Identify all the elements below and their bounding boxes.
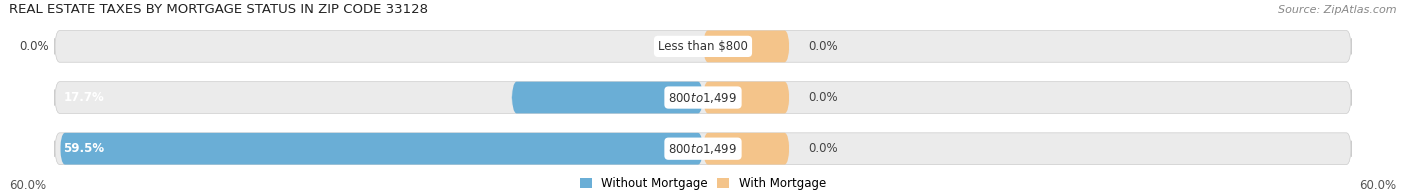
Text: 60.0%: 60.0% (1360, 179, 1396, 192)
FancyBboxPatch shape (55, 31, 1351, 62)
Text: 0.0%: 0.0% (808, 91, 838, 104)
FancyBboxPatch shape (55, 82, 1351, 113)
Text: 60.0%: 60.0% (10, 179, 46, 192)
Text: 0.0%: 0.0% (808, 142, 838, 155)
FancyBboxPatch shape (55, 133, 1351, 165)
Legend: Without Mortgage, With Mortgage: Without Mortgage, With Mortgage (581, 177, 825, 190)
Text: 17.7%: 17.7% (63, 91, 104, 104)
Text: 59.5%: 59.5% (63, 142, 104, 155)
Text: 0.0%: 0.0% (808, 40, 838, 53)
FancyBboxPatch shape (703, 82, 789, 113)
FancyBboxPatch shape (60, 133, 703, 165)
Text: $800 to $1,499: $800 to $1,499 (668, 91, 738, 104)
Text: Source: ZipAtlas.com: Source: ZipAtlas.com (1278, 5, 1396, 15)
FancyBboxPatch shape (703, 133, 789, 165)
Text: $800 to $1,499: $800 to $1,499 (668, 142, 738, 156)
Text: REAL ESTATE TAXES BY MORTGAGE STATUS IN ZIP CODE 33128: REAL ESTATE TAXES BY MORTGAGE STATUS IN … (10, 3, 429, 16)
FancyBboxPatch shape (703, 31, 789, 62)
Text: 0.0%: 0.0% (20, 40, 49, 53)
FancyBboxPatch shape (512, 82, 703, 113)
Text: Less than $800: Less than $800 (658, 40, 748, 53)
